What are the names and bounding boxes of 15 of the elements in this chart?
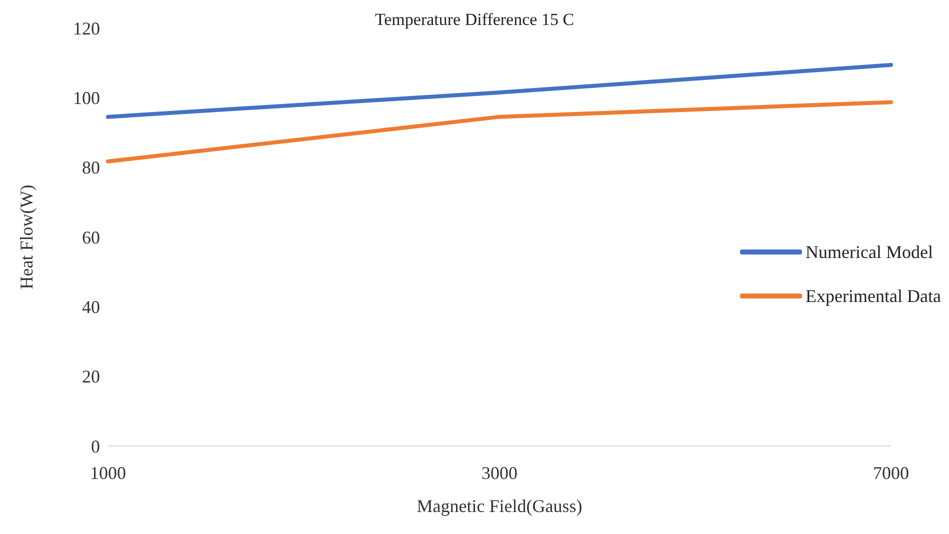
y-tick-label: 120	[73, 18, 100, 38]
x-tick-label: 3000	[482, 462, 518, 483]
x-axis-title: Magnetic Field(Gauss)	[416, 496, 582, 516]
x-tick-label: 1000	[90, 462, 126, 483]
legend-label: Numerical Model	[806, 242, 934, 262]
y-tick-label: 100	[73, 88, 100, 108]
y-tick-label: 0	[91, 436, 100, 456]
y-tick-label: 60	[82, 227, 100, 248]
y-tick-label: 40	[82, 297, 100, 318]
y-axis-title: Heat Flow(W)	[16, 184, 36, 290]
legend-label: Experimental Data	[806, 286, 941, 306]
x-tick-label: 7000	[873, 462, 909, 483]
y-tick-label: 80	[82, 158, 100, 178]
chart-title: Temperature Difference 15 C	[374, 10, 574, 29]
y-tick-label: 20	[82, 366, 100, 387]
